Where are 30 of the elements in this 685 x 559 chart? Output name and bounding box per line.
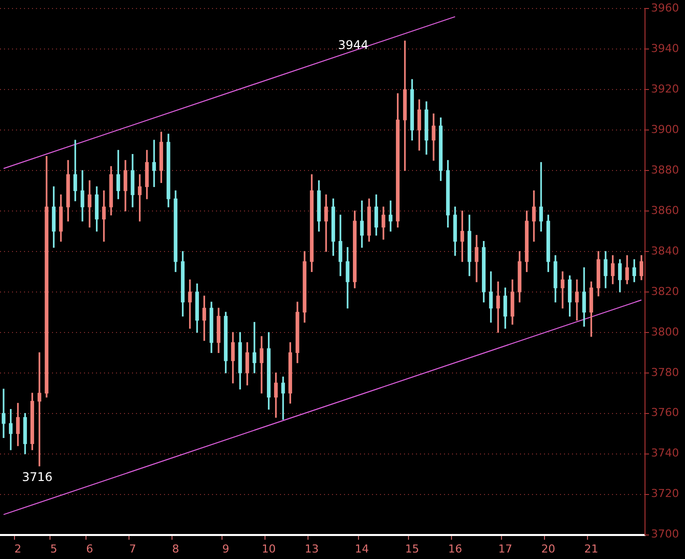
y-tick-label: 3900 (651, 122, 680, 136)
x-tick-label: 7 (129, 542, 136, 556)
y-tick-label: 3940 (651, 42, 680, 55)
y-tick-label: 3960 (651, 1, 680, 14)
x-tick-label: 5 (50, 542, 58, 556)
y-tick-label: 3760 (651, 406, 680, 420)
y-tick-label: 3860 (651, 204, 680, 217)
y-tick-label: 3700 (651, 528, 680, 541)
y-tick-label: 3740 (651, 446, 680, 460)
x-tick-label: 8 (172, 542, 180, 556)
y-tick-label: 3780 (651, 366, 680, 379)
x-tick-label: 13 (304, 542, 319, 556)
annotation: 3944 (338, 38, 369, 52)
y-tick-label: 3840 (651, 244, 680, 258)
x-tick-label: 14 (354, 542, 369, 556)
y-tick-label: 3720 (651, 487, 680, 500)
annotation: 3716 (22, 470, 53, 484)
x-tick-label: 9 (222, 542, 230, 556)
y-tick-label: 3880 (651, 163, 680, 176)
x-tick-label: 17 (498, 542, 512, 556)
y-tick-label: 3800 (651, 325, 680, 338)
x-tick-label: 21 (584, 542, 598, 556)
x-tick-label: 20 (541, 542, 556, 556)
x-tick-label: 2 (14, 542, 22, 556)
x-tick-label: 15 (405, 542, 420, 556)
x-tick-label: 10 (262, 542, 276, 556)
y-tick-label: 3920 (651, 82, 680, 96)
x-tick-label: 6 (86, 542, 94, 556)
x-tick-label: 16 (448, 542, 462, 556)
y-tick-label: 3820 (651, 284, 680, 298)
